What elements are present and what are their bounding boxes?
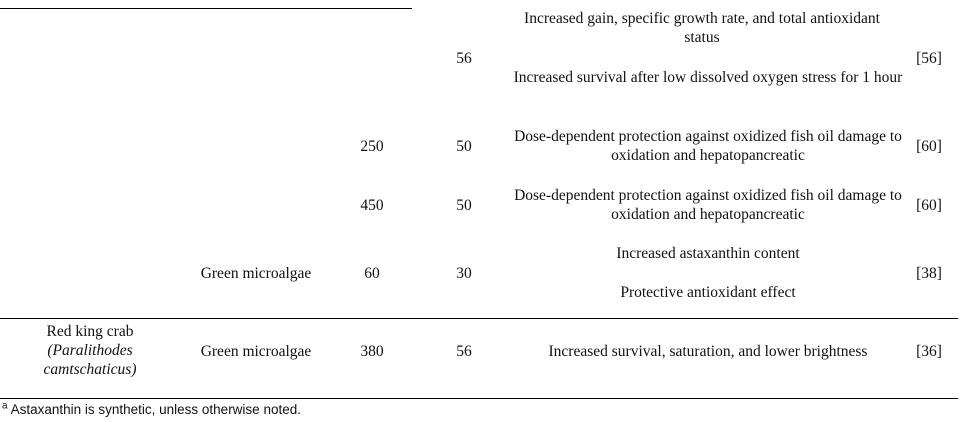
row-2-effect: Dose-dependent protection against oxidiz… xyxy=(514,187,902,223)
row-3-ref: [38] xyxy=(916,265,942,282)
table-footnote: a Astaxanthin is synthetic, unless other… xyxy=(2,400,301,417)
row-2-ref: [60] xyxy=(916,197,942,214)
row-1-dose: 250 xyxy=(360,138,384,155)
row-3-effect-1: Increased astaxanthin content xyxy=(616,245,800,262)
top-rule xyxy=(0,8,412,9)
footnote-text: Astaxanthin is synthetic, unless otherwi… xyxy=(7,402,301,417)
row-3-source: Green microalgae xyxy=(200,265,312,282)
row-2-dose: 450 xyxy=(360,197,384,214)
row-4-source: Green microalgae xyxy=(200,343,312,360)
row-0-effect-1: Increased gain, specific growth rate, an… xyxy=(524,10,880,46)
species-separator-rule xyxy=(0,318,958,319)
row-4-ref: [36] xyxy=(916,343,942,360)
row-3-dose: 60 xyxy=(364,265,380,282)
row-3-effect-2: Protective antioxidant effect xyxy=(620,284,796,301)
row-4-species-latin: (Paralithodes camtschaticus) xyxy=(43,342,137,378)
row-0-ref: [56] xyxy=(916,50,942,67)
row-0-effect-2: Increased survival after low dissolved o… xyxy=(513,69,903,86)
row-0-duration: 56 xyxy=(456,50,472,67)
row-2-duration: 50 xyxy=(456,197,472,214)
row-1-duration: 50 xyxy=(456,138,472,155)
row-1-effect: Dose-dependent protection against oxidiz… xyxy=(514,128,902,164)
row-4-duration: 56 xyxy=(456,343,472,360)
row-3-duration: 30 xyxy=(456,265,472,282)
row-4-dose: 380 xyxy=(360,343,384,360)
footnote-marker: a xyxy=(2,400,8,412)
bottom-rule xyxy=(0,398,958,399)
row-4-species-common: Red king crab xyxy=(46,323,134,340)
row-4-effect: Increased survival, saturation, and lowe… xyxy=(548,343,868,360)
row-1-ref: [60] xyxy=(916,138,942,155)
